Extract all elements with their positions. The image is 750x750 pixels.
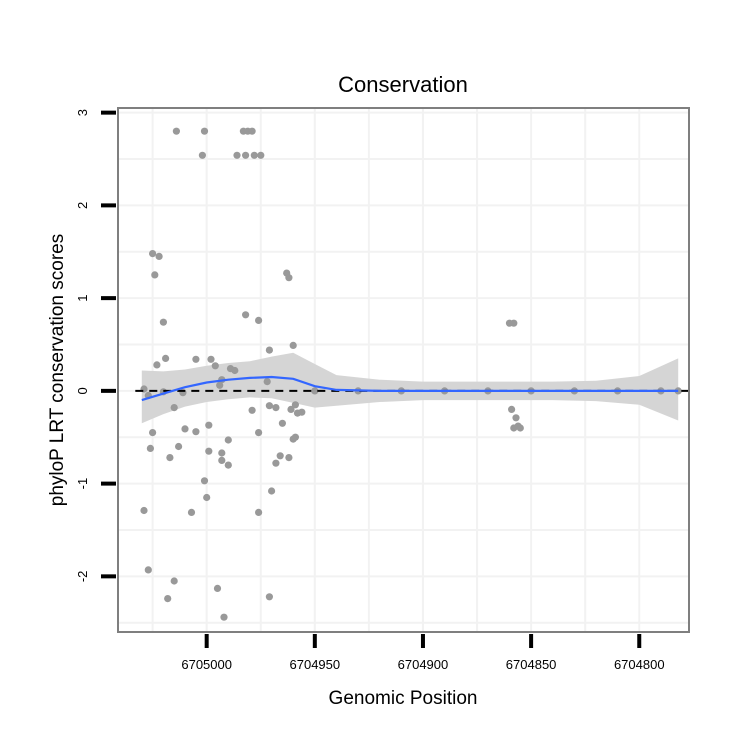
- data-point: [146, 444, 154, 452]
- data-point: [149, 250, 157, 258]
- data-point: [144, 566, 152, 574]
- data-point: [516, 424, 524, 432]
- data-point: [272, 459, 280, 467]
- data-point: [255, 316, 263, 324]
- chart-title: Conservation: [338, 72, 468, 97]
- data-point: [510, 424, 518, 432]
- data-point: [175, 442, 183, 451]
- y-tick-label: -2: [75, 571, 90, 583]
- data-point: [250, 151, 258, 159]
- data-point: [289, 341, 297, 349]
- data-point: [285, 454, 293, 462]
- data-point: [205, 421, 213, 429]
- y-tick-label: 1: [75, 294, 90, 301]
- y-tick-label: 3: [75, 109, 90, 116]
- data-point: [268, 487, 276, 495]
- data-point: [187, 508, 196, 516]
- x-tick-label: 6704950: [290, 657, 341, 672]
- data-point: [224, 461, 232, 469]
- data-point: [287, 405, 295, 413]
- data-point: [159, 318, 167, 326]
- data-point: [211, 362, 219, 370]
- data-point: [140, 506, 148, 515]
- data-point: [170, 404, 178, 412]
- y-tick-label: 2: [75, 202, 90, 209]
- data-point: [276, 452, 284, 460]
- data-point: [192, 355, 200, 363]
- y-tick-label: -1: [75, 478, 90, 490]
- data-point: [265, 346, 273, 354]
- data-point: [164, 595, 172, 603]
- data-point: [151, 271, 159, 279]
- data-point: [153, 361, 161, 369]
- data-point: [257, 151, 265, 159]
- data-point: [248, 127, 256, 135]
- data-point: [172, 127, 180, 135]
- data-point: [200, 127, 209, 135]
- data-point: [231, 366, 239, 375]
- confidence-ribbon: [141, 352, 679, 424]
- data-point: [166, 454, 174, 462]
- data-point: [162, 354, 170, 362]
- x-tick-label: 6704800: [614, 657, 665, 672]
- data-point: [674, 387, 682, 395]
- y-axis: -2 -1 0 1 2 3: [75, 109, 116, 582]
- data-point: [265, 593, 273, 601]
- data-point: [149, 429, 157, 437]
- x-tick-label: 6704900: [398, 657, 449, 672]
- x-axis: 6705000 6704950 6704900 6704850 6704800: [181, 634, 665, 672]
- data-point: [255, 508, 263, 516]
- data-point: [263, 378, 271, 386]
- data-point: [198, 151, 206, 159]
- data-point: [200, 477, 209, 485]
- data-point: [207, 355, 215, 363]
- data-point: [298, 408, 306, 416]
- data-point: [155, 252, 163, 260]
- data-point: [205, 447, 213, 455]
- data-point: [278, 419, 286, 427]
- data-point: [216, 381, 224, 389]
- data-point: [242, 151, 250, 159]
- data-point: [203, 493, 211, 502]
- x-axis-label: Genomic Position: [329, 688, 478, 709]
- data-point: [181, 425, 189, 433]
- confidence-ribbon-layer: [141, 352, 679, 424]
- data-point: [265, 402, 273, 410]
- smooth-line-layer: [141, 375, 679, 402]
- data-point: [224, 436, 232, 444]
- data-points-layer: [140, 127, 682, 621]
- data-point: [512, 414, 520, 422]
- data-point: [289, 435, 297, 443]
- data-point: [233, 151, 241, 159]
- data-point: [285, 274, 293, 282]
- data-point: [220, 613, 228, 621]
- y-axis-label: phyloP LRT conservation scores: [47, 234, 68, 507]
- panel-border: [117, 107, 690, 633]
- data-point: [248, 406, 256, 414]
- data-point: [510, 319, 518, 327]
- data-point: [272, 404, 280, 412]
- x-tick-label: 6705000: [181, 657, 232, 672]
- data-point: [311, 387, 319, 395]
- data-point: [291, 401, 299, 409]
- data-point: [508, 405, 516, 413]
- x-tick-label: 6704850: [506, 657, 557, 672]
- smooth-fit-line: [141, 375, 679, 402]
- data-point: [218, 449, 226, 457]
- data-point: [170, 577, 178, 585]
- data-point: [242, 311, 250, 319]
- data-point: [218, 456, 226, 464]
- y-tick-label: 0: [75, 387, 90, 394]
- data-point: [192, 428, 200, 436]
- grid-lines: [118, 108, 689, 632]
- data-point: [213, 584, 222, 593]
- data-point: [255, 429, 263, 437]
